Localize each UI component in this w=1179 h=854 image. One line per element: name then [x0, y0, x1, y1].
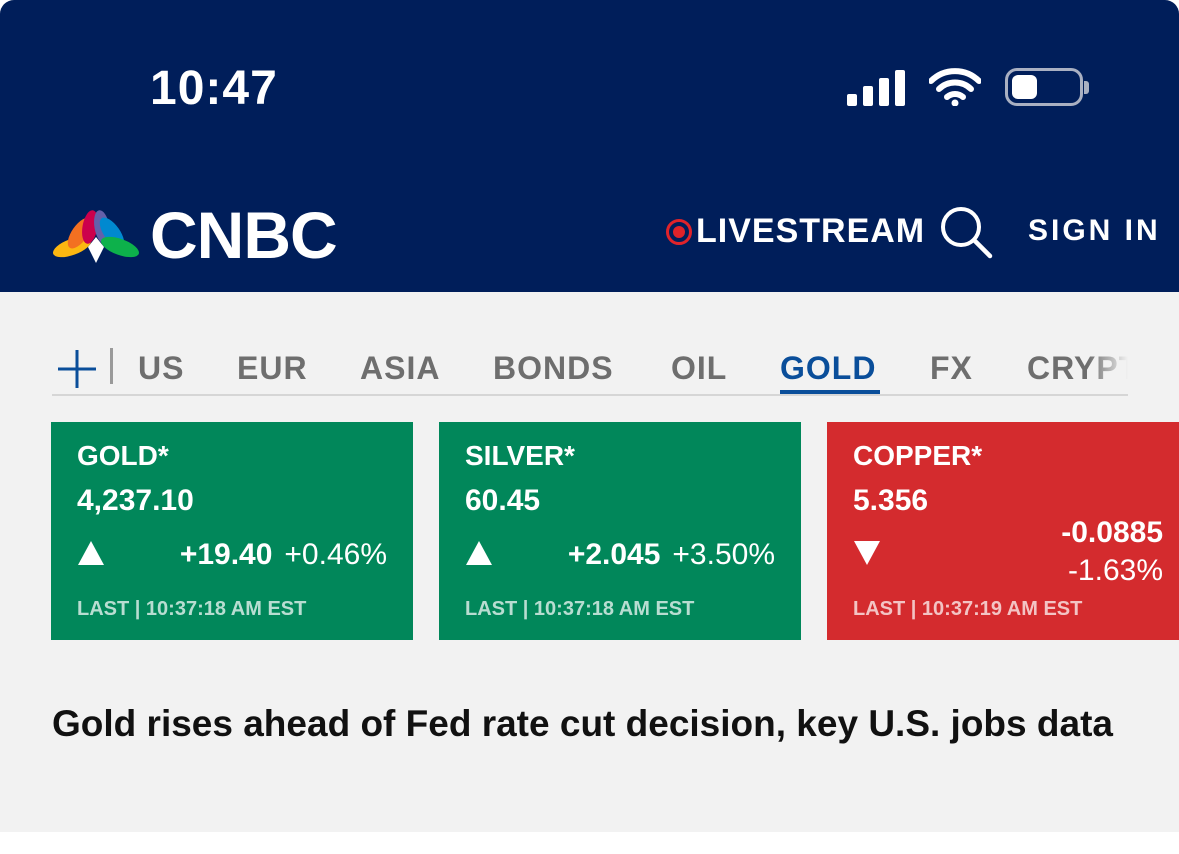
arrow-up-icon — [466, 541, 492, 565]
quote-name: SILVER* — [465, 440, 575, 471]
status-icons — [847, 66, 1089, 108]
tab-eur[interactable]: EUR — [237, 350, 308, 386]
add-icon[interactable] — [56, 348, 98, 390]
active-tab-indicator — [780, 390, 880, 394]
battery-icon — [1005, 68, 1089, 106]
quote-change-value: -0.0885 — [1061, 516, 1163, 549]
quote-updated: LAST | 10:37:18 AM EST — [465, 598, 695, 620]
tab-bonds[interactable]: BONDS — [493, 350, 614, 386]
tab-gold[interactable]: GOLD — [780, 350, 877, 386]
tab-oil[interactable]: OIL — [671, 350, 728, 386]
quote-name: GOLD* — [77, 440, 169, 471]
live-dot-icon — [666, 218, 692, 245]
tab-fx[interactable]: FX — [930, 350, 973, 386]
quote-change: -0.0885 -1.63% — [1061, 514, 1163, 590]
quote-updated: LAST | 10:37:18 AM EST — [77, 598, 307, 620]
app-screen: 10:47 CNBC — [0, 0, 1179, 832]
cellular-signal-icon — [847, 68, 905, 106]
wifi-icon — [929, 68, 981, 106]
quote-change-percent: -1.63% — [1067, 554, 1163, 587]
quote-card-copper[interactable]: COPPER* 5.356 -0.0885 -1.63% LAST | 10:3… — [827, 422, 1179, 640]
quote-change: +19.40 +0.46% — [179, 538, 387, 571]
tab-asia[interactable]: ASIA — [360, 350, 441, 386]
tab-us[interactable]: US — [138, 350, 185, 386]
quote-change: +2.045 +3.50% — [567, 538, 775, 571]
tabs-fade — [1088, 340, 1128, 394]
brand-name: CNBC — [150, 198, 338, 272]
headline-link[interactable]: Gold rises ahead of Fed rate cut decisio… — [52, 703, 1113, 744]
quote-card-gold[interactable]: GOLD* 4,237.10 +19.40 +0.46% LAST | 10:37… — [51, 422, 413, 640]
quote-price: 4,237.10 — [77, 484, 194, 517]
market-tabs: US EUR ASIA BONDS OIL GOLD FX CRYPTO — [52, 340, 1128, 396]
arrow-down-icon — [854, 541, 880, 565]
arrow-up-icon — [78, 541, 104, 565]
quote-name: COPPER* — [853, 440, 983, 471]
quote-price: 5.356 — [853, 484, 929, 517]
peacock-icon — [53, 210, 139, 263]
header: 10:47 CNBC — [0, 0, 1179, 292]
sign-in-button[interactable]: SIGN IN — [1028, 214, 1161, 247]
cnbc-logo[interactable]: CNBC — [50, 198, 338, 272]
livestream-label: LIVESTREAM — [696, 212, 926, 250]
quote-price: 60.45 — [465, 484, 541, 517]
tab-separator — [110, 348, 113, 384]
quote-updated: LAST | 10:37:19 AM EST — [853, 598, 1083, 620]
search-icon[interactable] — [938, 204, 994, 260]
quote-card-silver[interactable]: SILVER* 60.45 +2.045 +3.50% LAST | 10:37:… — [439, 422, 801, 640]
livestream-link[interactable]: LIVESTREAM — [666, 212, 925, 251]
status-time: 10:47 — [150, 62, 278, 115]
